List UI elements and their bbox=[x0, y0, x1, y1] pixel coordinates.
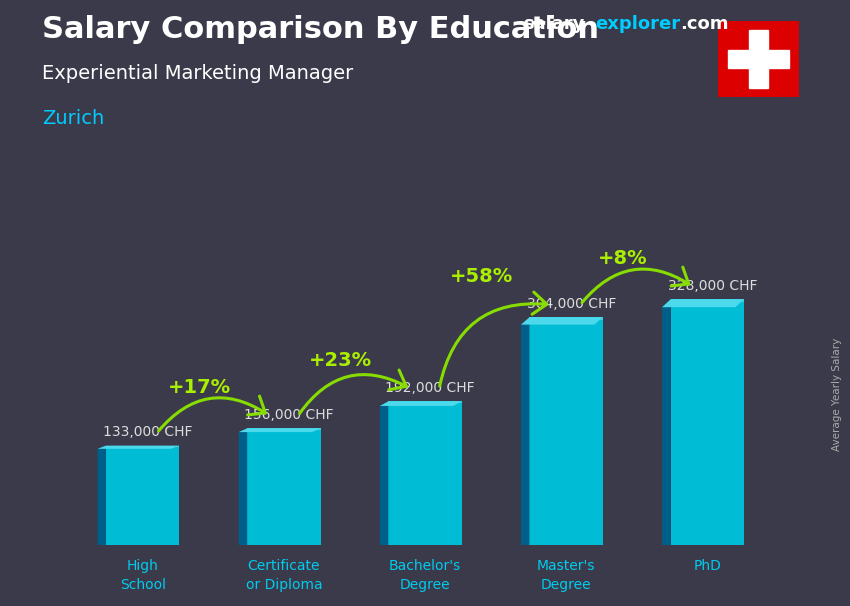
Polygon shape bbox=[662, 299, 744, 307]
Text: +23%: +23% bbox=[309, 351, 372, 370]
Text: 192,000 CHF: 192,000 CHF bbox=[386, 381, 475, 395]
Polygon shape bbox=[521, 318, 530, 545]
Text: +58%: +58% bbox=[450, 267, 513, 286]
Polygon shape bbox=[728, 50, 790, 68]
Polygon shape bbox=[98, 445, 179, 449]
FancyArrowPatch shape bbox=[299, 370, 406, 413]
Text: explorer: explorer bbox=[595, 15, 680, 33]
FancyArrowPatch shape bbox=[582, 267, 688, 302]
Polygon shape bbox=[521, 318, 603, 325]
Polygon shape bbox=[98, 445, 106, 545]
Polygon shape bbox=[380, 401, 388, 545]
Text: Zurich: Zurich bbox=[42, 109, 105, 128]
Polygon shape bbox=[662, 299, 671, 545]
Text: salary: salary bbox=[523, 15, 584, 33]
Polygon shape bbox=[239, 428, 247, 545]
Polygon shape bbox=[380, 401, 462, 406]
Text: Average Yearly Salary: Average Yearly Salary bbox=[832, 338, 842, 450]
Text: 133,000 CHF: 133,000 CHF bbox=[103, 425, 193, 439]
FancyArrowPatch shape bbox=[439, 292, 547, 386]
Text: +17%: +17% bbox=[167, 378, 230, 397]
Text: +8%: +8% bbox=[598, 249, 648, 268]
Text: 304,000 CHF: 304,000 CHF bbox=[527, 297, 616, 311]
Text: Salary Comparison By Education: Salary Comparison By Education bbox=[42, 15, 599, 44]
Text: .com: .com bbox=[680, 15, 728, 33]
Text: 328,000 CHF: 328,000 CHF bbox=[668, 279, 757, 293]
Text: Experiential Marketing Manager: Experiential Marketing Manager bbox=[42, 64, 354, 82]
Polygon shape bbox=[239, 428, 320, 432]
Text: 156,000 CHF: 156,000 CHF bbox=[244, 408, 334, 422]
FancyArrowPatch shape bbox=[159, 396, 265, 431]
Polygon shape bbox=[749, 30, 768, 88]
